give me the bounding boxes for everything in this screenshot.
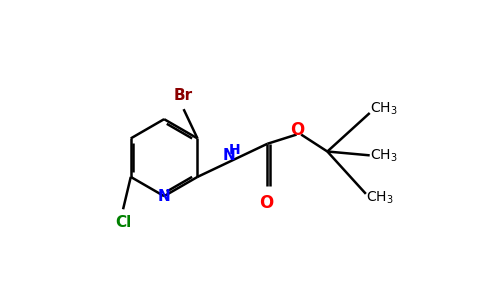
- Text: CH$_3$: CH$_3$: [366, 190, 393, 206]
- Text: CH$_3$: CH$_3$: [370, 147, 397, 164]
- Text: Br: Br: [174, 88, 193, 103]
- Text: O: O: [259, 194, 273, 212]
- Text: N: N: [158, 189, 170, 204]
- Text: N: N: [223, 148, 236, 163]
- Text: O: O: [290, 121, 304, 139]
- Text: CH$_3$: CH$_3$: [370, 101, 397, 117]
- Text: Cl: Cl: [115, 215, 131, 230]
- Text: H: H: [229, 142, 241, 157]
